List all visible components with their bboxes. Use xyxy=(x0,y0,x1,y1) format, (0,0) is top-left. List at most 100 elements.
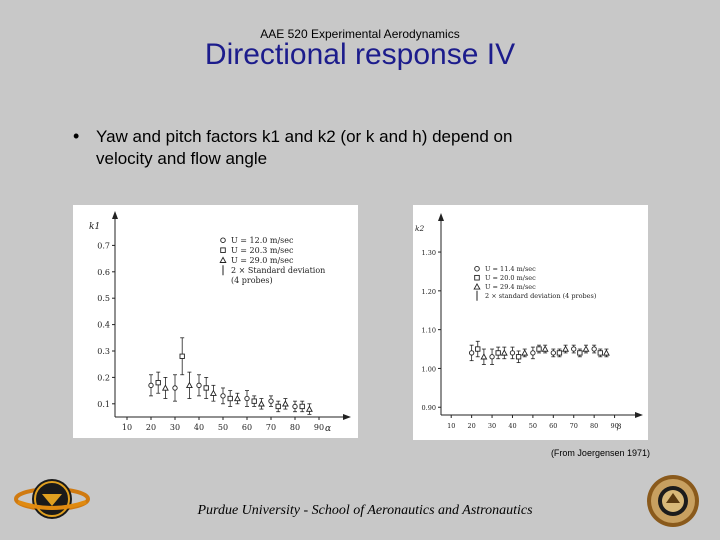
data-point xyxy=(209,389,217,396)
data-point xyxy=(281,400,289,407)
x-tick-label: 60 xyxy=(549,422,557,430)
y-tick-label: 1.00 xyxy=(422,365,436,373)
bullet-line-1: Yaw and pitch factors k1 and k2 (or k an… xyxy=(96,127,513,146)
data-point xyxy=(582,345,590,352)
y-axis-label: k1 xyxy=(89,222,100,232)
x-tick-label: 50 xyxy=(529,422,537,430)
y-tick-label: 0.7 xyxy=(97,241,110,250)
x-tick-label: 90 xyxy=(314,423,324,432)
legend-marker xyxy=(219,256,227,263)
y-tick-label: 1.30 xyxy=(422,249,436,257)
data-point xyxy=(275,403,281,410)
data-point xyxy=(550,350,556,356)
x-tick-label: 60 xyxy=(242,423,252,432)
bullet-line-2: velocity and flow angle xyxy=(96,149,268,168)
x-tick-label: 40 xyxy=(508,422,516,430)
legend-marker xyxy=(474,265,480,272)
k1-chart: k1 α 10 20 30 40 50 60 70 80 90 0.1 0.2 0.3 0.4 0.5 0.6 0… xyxy=(89,211,351,434)
legend-marker xyxy=(473,282,481,290)
data-point xyxy=(185,381,193,388)
x-tick-label: 80 xyxy=(590,422,598,430)
y-tick-label: 0.4 xyxy=(97,321,110,330)
data-point xyxy=(299,403,305,410)
data-point xyxy=(148,382,154,388)
data-point xyxy=(203,385,209,391)
data-point xyxy=(602,349,610,356)
legend-entry: U = 29.4 m/sec xyxy=(485,283,536,291)
data-point xyxy=(541,345,549,352)
legend-entry: 2 × standard deviation (4 probes) xyxy=(485,292,597,300)
legend-entry: U = 20.0 m/sec xyxy=(485,274,536,282)
data-point xyxy=(480,353,488,360)
y-tick-label: 0.6 xyxy=(97,268,110,277)
y-tick-label: 0.2 xyxy=(97,373,110,382)
course-name: AAE 520 Experimental Aerodynamics xyxy=(260,27,460,41)
legend-entry: 2 × Standard deviation xyxy=(231,266,325,275)
x-axis-arrow xyxy=(343,414,351,420)
x-axis-arrow xyxy=(635,412,643,418)
data-point xyxy=(597,350,603,356)
data-point xyxy=(244,395,250,402)
data-point xyxy=(495,350,501,356)
x-tick-label: 20 xyxy=(467,422,475,430)
data-point xyxy=(509,350,516,356)
source-credit: (From Joergensen 1971) xyxy=(550,448,650,458)
data-point xyxy=(268,398,274,404)
data-point xyxy=(500,349,508,356)
data-point xyxy=(521,349,529,356)
data-point xyxy=(556,350,563,356)
x-tick-label: 20 xyxy=(146,423,156,432)
y-tick-label: 1.20 xyxy=(422,288,436,296)
data-point xyxy=(161,384,169,391)
k2-chart-panel: k2 β 10 20 30 40 50 60 70 80 90 0.90 1.00 1.10 1.20 1.3… xyxy=(413,205,648,440)
data-point xyxy=(515,354,522,360)
legend-marker xyxy=(474,274,480,281)
y-axis-arrow xyxy=(112,211,118,219)
legend-entry: (4 probes) xyxy=(231,276,273,285)
data-point xyxy=(179,353,185,359)
data-point xyxy=(530,350,536,356)
y-tick-label: 0.5 xyxy=(97,294,110,303)
data-point xyxy=(227,395,233,402)
x-tick-label: 40 xyxy=(194,423,204,432)
data-point xyxy=(571,346,577,352)
data-point xyxy=(305,405,313,412)
x-axis-label: β xyxy=(616,422,622,431)
y-tick-label: 0.1 xyxy=(97,400,110,409)
x-tick-label: 30 xyxy=(170,423,180,432)
university-seal-icon xyxy=(647,475,699,527)
x-tick-label: 70 xyxy=(570,422,578,430)
legend-entry: U = 29.0 m/sec xyxy=(231,256,294,265)
x-tick-label: 30 xyxy=(488,422,496,430)
footer-text: Purdue University - School of Aeronautic… xyxy=(197,503,533,518)
k1-chart-panel: k1 α 10 20 30 40 50 60 70 80 90 0.1 0.2 0.3 0.4 0.5 0.6 0… xyxy=(73,205,358,438)
data-point xyxy=(489,354,495,360)
x-tick-label: 80 xyxy=(290,423,300,432)
bullet-point-icon: • xyxy=(73,126,80,146)
data-point xyxy=(475,346,481,352)
y-axis-arrow xyxy=(438,213,444,221)
legend-entry: U = 12.0 m/sec xyxy=(231,236,294,245)
x-tick-label: 10 xyxy=(122,423,132,432)
x-tick-label: 90 xyxy=(610,422,618,430)
data-point xyxy=(536,346,542,352)
x-tick-label: 70 xyxy=(266,423,276,432)
data-point xyxy=(251,398,257,404)
data-point xyxy=(562,345,570,352)
y-tick-label: 0.3 xyxy=(97,347,110,356)
legend-entry: U = 20.3 m/sec xyxy=(231,246,294,255)
purdue-aero-logo-icon xyxy=(14,479,90,519)
x-tick-label: 10 xyxy=(447,422,455,430)
data-point xyxy=(172,385,178,391)
x-axis-label: α xyxy=(325,424,331,434)
y-tick-label: 0.90 xyxy=(422,404,436,412)
legend-entry: U = 11.4 m/sec xyxy=(485,265,536,273)
data-point xyxy=(577,350,583,356)
k2-chart: k2 β 10 20 30 40 50 60 70 80 90 0.90 1.00 1.10 1.20 1.3… xyxy=(415,213,643,431)
y-axis-label: k2 xyxy=(415,224,425,233)
data-point xyxy=(468,350,475,356)
legend-marker xyxy=(220,247,226,253)
legend-marker xyxy=(220,237,226,243)
data-point xyxy=(220,393,226,399)
data-point xyxy=(196,382,202,388)
